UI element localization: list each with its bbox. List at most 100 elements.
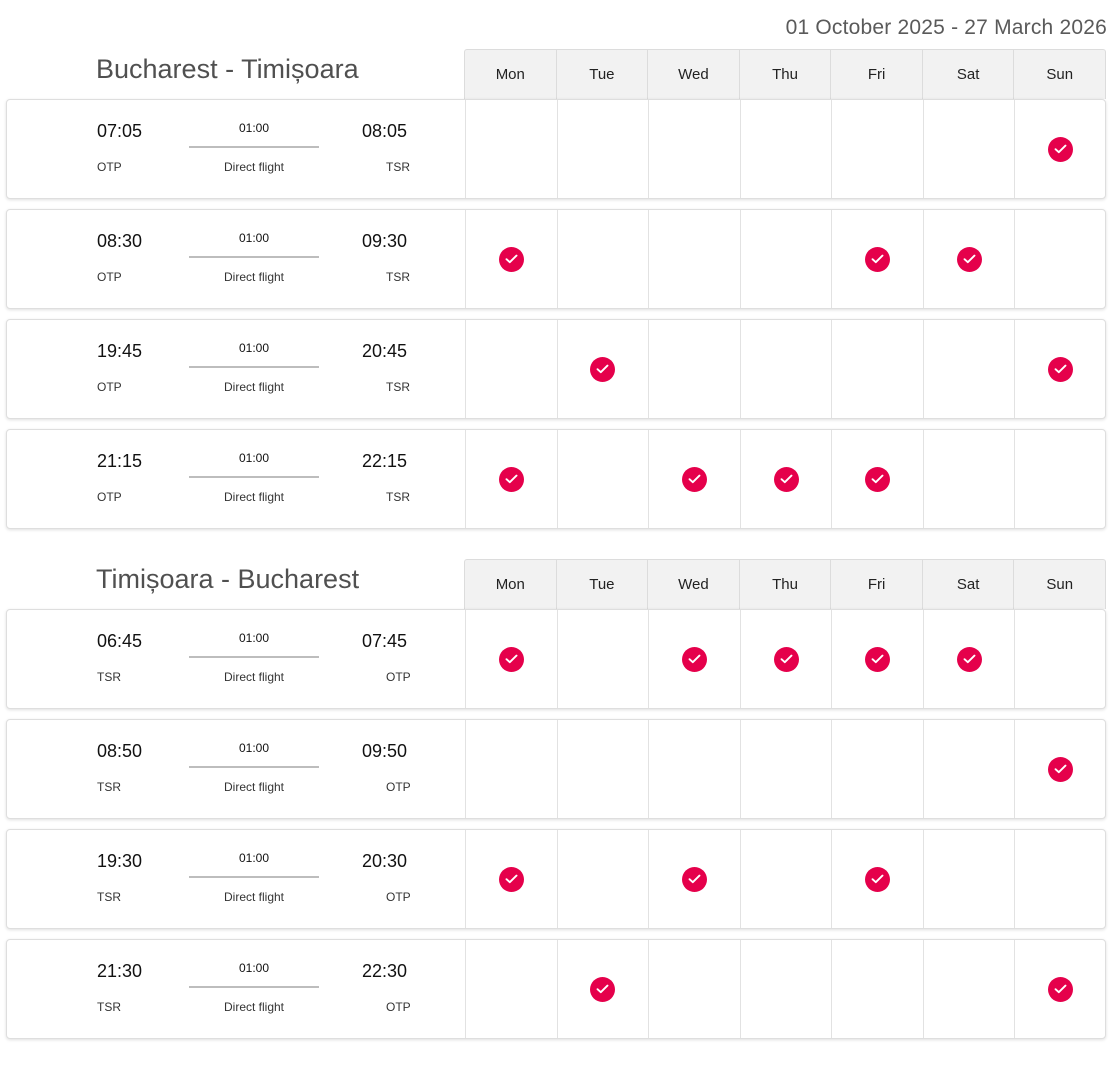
route-title: Timișoara - Bucharest <box>96 564 360 594</box>
flight-duration: 01:00 <box>238 121 270 135</box>
flight-type: Direct flight <box>223 670 285 684</box>
arrival-time: 22:15 <box>362 451 408 471</box>
day-label-sun: Sun <box>1013 560 1105 609</box>
flight-row[interactable]: 19:45 01:00 20:45 OTP Direct flight TSR <box>6 319 1106 419</box>
day-header: Mon Tue Wed Thu Fri Sat Sun <box>464 49 1106 99</box>
check-circle-icon <box>681 466 707 492</box>
day-cell-tue <box>556 100 649 198</box>
day-cell-mon <box>465 720 557 818</box>
day-label-fri: Fri <box>830 50 922 99</box>
day-cell-fri <box>831 830 923 928</box>
day-cell-wed <box>648 940 740 1038</box>
day-label-wed: Wed <box>647 50 739 99</box>
day-cell-tue <box>556 320 649 418</box>
arrival-time: 20:30 <box>362 851 408 871</box>
flight-row[interactable]: 06:45 01:00 07:45 TSR Direct flight OTP <box>6 609 1106 709</box>
departure-time: 21:15 <box>97 451 143 471</box>
day-cell-sat <box>922 610 1015 708</box>
check-circle-icon <box>681 646 707 672</box>
day-cell-sat <box>922 210 1015 308</box>
flight-type: Direct flight <box>223 780 285 794</box>
duration-line <box>189 476 319 478</box>
check-circle-icon <box>681 866 707 892</box>
day-cell-mon <box>465 100 557 198</box>
day-cell-wed <box>648 830 740 928</box>
flight-row[interactable]: 07:05 01:00 08:05 OTP Direct flight TSR <box>6 99 1106 199</box>
departure-time: 21:30 <box>97 961 143 981</box>
date-range: 01 October 2025 - 27 March 2026 <box>785 16 1107 39</box>
day-cell-fri <box>831 210 923 308</box>
day-cell-mon <box>465 610 557 708</box>
check-circle-icon <box>865 866 891 892</box>
day-cell-sat <box>922 100 1015 198</box>
arrival-airport-code: TSR <box>386 380 410 394</box>
flight-duration: 01:00 <box>238 451 270 465</box>
day-label-mon: Mon <box>495 66 525 83</box>
day-label-mon: Mon <box>495 576 525 593</box>
departure-time: 19:30 <box>97 851 143 871</box>
flight-type: Direct flight <box>223 380 285 394</box>
departure-airport-code: TSR <box>97 890 121 904</box>
day-label-thu: Thu <box>738 50 831 99</box>
section-header: Timișoara - Bucharest Mon Tue Wed Thu Fri Sat S… <box>0 559 1112 609</box>
day-cell-sat <box>922 320 1015 418</box>
day-cell-tue <box>556 830 649 928</box>
check-circle-icon <box>1048 976 1074 1002</box>
route-title: Bucharest - Timișoara <box>96 54 359 84</box>
arrival-time: 07:45 <box>362 631 408 651</box>
check-circle-icon <box>1048 756 1074 782</box>
operating-days <box>465 720 1106 818</box>
departure-airport-code: OTP <box>97 160 122 174</box>
arrival-time: 09:50 <box>362 741 408 761</box>
arrival-airport-code: OTP <box>386 670 411 684</box>
arrival-airport-code: TSR <box>386 160 410 174</box>
check-circle-icon <box>498 646 524 672</box>
arrival-time: 20:45 <box>362 341 408 361</box>
day-cell-sat <box>922 430 1015 528</box>
day-label-wed: Wed <box>647 560 739 609</box>
flight-type: Direct flight <box>223 160 285 174</box>
flight-row[interactable]: 19:30 01:00 20:30 TSR Direct flight OTP <box>6 829 1106 929</box>
check-circle-icon <box>590 356 616 382</box>
flight-duration: 01:00 <box>238 961 270 975</box>
operating-days <box>465 830 1106 928</box>
day-cell-mon <box>465 210 557 308</box>
flight-type: Direct flight <box>223 490 285 504</box>
duration-line <box>189 146 319 148</box>
flight-row[interactable]: 21:30 01:00 22:30 TSR Direct flight OTP <box>6 939 1106 1039</box>
check-circle-icon <box>498 246 524 272</box>
flight-row[interactable]: 08:30 01:00 09:30 OTP Direct flight TSR <box>6 209 1106 309</box>
day-cell-fri <box>831 430 923 528</box>
day-cell-thu <box>739 940 832 1038</box>
departure-time: 08:30 <box>97 231 143 251</box>
route-section: Bucharest - Timișoara Mon Tue Wed Thu Fri Sat S… <box>0 49 1112 529</box>
day-cell-tue <box>556 210 649 308</box>
departure-airport-code: OTP <box>97 490 122 504</box>
day-cell-fri <box>831 610 923 708</box>
check-circle-icon <box>865 466 891 492</box>
check-circle-icon <box>498 866 524 892</box>
day-label-fri: Fri <box>830 560 922 609</box>
day-cell-tue <box>556 430 649 528</box>
check-circle-icon <box>865 246 891 272</box>
day-cell-thu <box>739 830 832 928</box>
check-circle-icon <box>1048 136 1074 162</box>
day-label-sat: Sat <box>921 50 1014 99</box>
flight-row[interactable]: 21:15 01:00 22:15 OTP Direct flight TSR <box>6 429 1106 529</box>
day-label-thu: Thu <box>738 560 831 609</box>
flight-row[interactable]: 08:50 01:00 09:50 TSR Direct flight OTP <box>6 719 1106 819</box>
day-cell-sun <box>1014 940 1106 1038</box>
operating-days <box>465 100 1106 198</box>
day-cell-fri <box>831 320 923 418</box>
departure-time: 07:05 <box>97 121 143 141</box>
duration-line <box>189 986 319 988</box>
departure-airport-code: OTP <box>97 380 122 394</box>
day-cell-sun <box>1014 210 1106 308</box>
day-cell-wed <box>648 430 740 528</box>
check-circle-icon <box>773 646 799 672</box>
check-circle-icon <box>773 466 799 492</box>
day-cell-thu <box>739 430 832 528</box>
day-cell-mon <box>465 940 557 1038</box>
day-cell-thu <box>739 100 832 198</box>
flight-duration: 01:00 <box>238 851 270 865</box>
